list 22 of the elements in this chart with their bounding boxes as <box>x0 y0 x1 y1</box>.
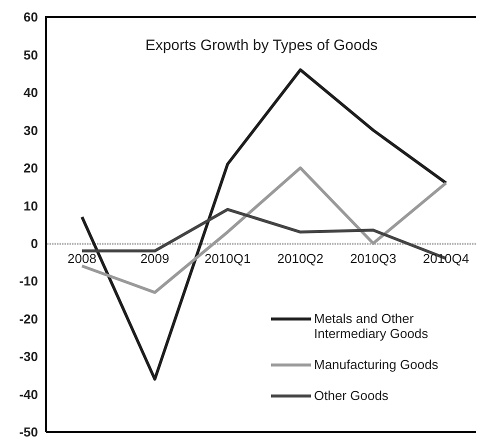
y-tick-label: 20 <box>24 160 38 176</box>
x-tick-label: 2008 <box>68 250 96 266</box>
y-tick-label: 10 <box>24 198 38 214</box>
y-tick-label: -50 <box>19 424 38 440</box>
x-tick-label: 2010Q2 <box>277 250 324 266</box>
x-tick-label: 2010Q3 <box>350 250 396 266</box>
text: Exports Growth by Types of Goods <box>145 37 378 54</box>
y-tick-label: 50 <box>24 47 38 62</box>
y-tick-label: -30 <box>19 349 38 364</box>
y-tick-label: -10 <box>19 274 38 289</box>
y-tick-label: 60 <box>24 10 38 25</box>
legend-label: Other Goods <box>314 388 388 403</box>
y-tick-label: -40 <box>19 386 38 402</box>
legend-label: Metals and Other Intermediary Goods <box>314 311 430 341</box>
y-tick-label: -20 <box>19 311 38 326</box>
y-tick-label: 30 <box>24 122 38 138</box>
y-tick-label: 0 <box>30 236 38 251</box>
x-tick-label: 2010Q1 <box>204 250 251 266</box>
x-tick-label: 2010Q4 <box>422 250 470 266</box>
legend-label: Manufacturing Goods <box>314 357 438 372</box>
x-tick-label: 2009 <box>140 250 170 266</box>
y-tick-label: 40 <box>24 85 38 100</box>
